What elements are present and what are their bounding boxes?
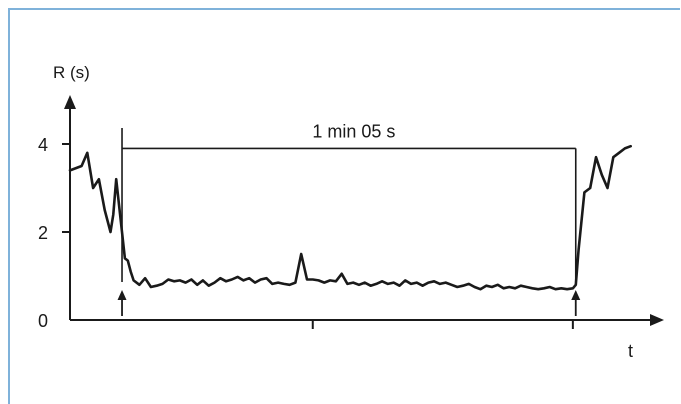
x-axis-label: t: [628, 341, 633, 361]
y-ticks: 0 2 4: [38, 135, 70, 331]
series-line: [68, 144, 632, 291]
event-arrow-head: [571, 290, 581, 300]
y-tick-label: 2: [38, 223, 48, 243]
event-arrows: [117, 290, 581, 316]
x-ticks: [311, 320, 574, 329]
event-arrow-head: [117, 290, 127, 300]
y-tick-label: 0: [38, 311, 48, 331]
interval-annotation: 1 min 05 s: [121, 121, 577, 282]
y-tick-label: 4: [38, 135, 48, 155]
x-axis-arrowhead: [650, 314, 664, 326]
axes: 0 2 4 R (s) t: [38, 63, 664, 361]
y-axis-label: R (s): [53, 63, 90, 82]
interval-label: 1 min 05 s: [312, 121, 395, 141]
y-axis-arrowhead: [64, 95, 76, 109]
